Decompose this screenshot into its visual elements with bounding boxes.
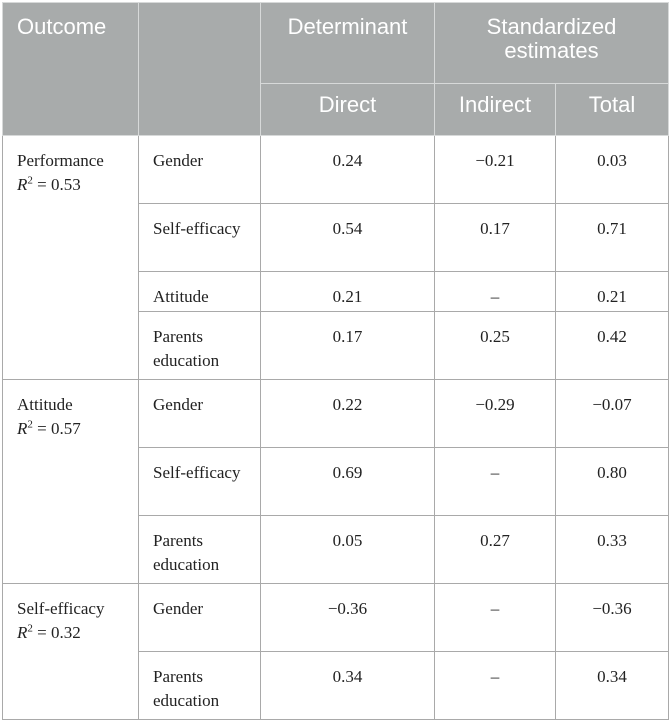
total-cell: 0.33 bbox=[555, 515, 669, 584]
determinant-cell: Gender bbox=[138, 583, 261, 652]
direct-cell: 0.34 bbox=[260, 651, 435, 720]
r2-symbol: R bbox=[17, 175, 28, 194]
table-row: Attitude 0.21 – 0.21 bbox=[3, 271, 669, 312]
table-row: Self-efficacy 0.69 – 0.80 bbox=[3, 447, 669, 516]
direct-cell: −0.36 bbox=[260, 583, 435, 652]
outcome-cell-performance: Performance R2 = 0.53 bbox=[2, 135, 139, 380]
direct-cell: 0.22 bbox=[260, 379, 435, 448]
r2-value: R2 = 0.53 bbox=[17, 173, 130, 197]
outcome-cell-attitude: Attitude R2 = 0.57 bbox=[2, 379, 139, 584]
outcome-label: Performance bbox=[17, 151, 104, 170]
total-cell: 0.03 bbox=[555, 135, 669, 204]
total-cell: −0.07 bbox=[555, 379, 669, 448]
header-blank bbox=[138, 2, 261, 136]
r2-number: = 0.53 bbox=[37, 175, 81, 194]
direct-cell: 0.05 bbox=[260, 515, 435, 584]
direct-cell: 0.21 bbox=[260, 271, 435, 312]
outcome-cell-self-efficacy: Self-efficacy R2 = 0.32 bbox=[2, 583, 139, 720]
total-cell: 0.34 bbox=[555, 651, 669, 720]
indirect-cell: 0.25 bbox=[434, 311, 556, 380]
r2-value: R2 = 0.32 bbox=[17, 621, 130, 645]
outcome-label: Attitude bbox=[17, 395, 73, 414]
indirect-cell: – bbox=[434, 651, 556, 720]
direct-cell: 0.54 bbox=[260, 203, 435, 272]
r2-number: = 0.57 bbox=[37, 419, 81, 438]
determinant-cell: Parents education bbox=[138, 515, 261, 584]
r2-exponent: 2 bbox=[27, 174, 33, 187]
determinant-cell: Parents education bbox=[138, 651, 261, 720]
determinant-cell: Gender bbox=[138, 135, 261, 204]
table-row: Self-efficacy 0.54 0.17 0.71 bbox=[3, 203, 669, 272]
indirect-cell: −0.21 bbox=[434, 135, 556, 204]
r2-exponent: 2 bbox=[27, 418, 33, 431]
direct-cell: 0.17 bbox=[260, 311, 435, 380]
table-row: Self-efficacy R2 = 0.32 Gender −0.36 – −… bbox=[2, 583, 669, 720]
total-cell: 0.80 bbox=[555, 447, 669, 516]
table-row: Parents education 0.17 0.25 0.42 bbox=[3, 311, 669, 380]
r2-symbol: R bbox=[17, 623, 28, 642]
indirect-cell: – bbox=[434, 271, 556, 312]
determinant-cell: Self-efficacy bbox=[138, 203, 261, 272]
table-row: Parents education 0.05 0.27 0.33 bbox=[3, 515, 669, 584]
indirect-cell: 0.27 bbox=[434, 515, 556, 584]
determinant-cell: Gender bbox=[138, 379, 261, 448]
table-header: Outcome Determinant Standardized estimat… bbox=[2, 2, 669, 136]
r2-number: = 0.32 bbox=[37, 623, 81, 642]
determinant-cell: Self-efficacy bbox=[138, 447, 261, 516]
indirect-cell: −0.29 bbox=[434, 379, 556, 448]
direct-cell: 0.69 bbox=[260, 447, 435, 516]
total-cell: 0.21 bbox=[555, 271, 669, 312]
r2-symbol: R bbox=[17, 419, 28, 438]
header-outcome: Outcome bbox=[2, 2, 139, 136]
indirect-cell: 0.17 bbox=[434, 203, 556, 272]
determinant-cell: Attitude bbox=[138, 271, 261, 312]
total-cell: 0.71 bbox=[555, 203, 669, 272]
header-direct: Direct bbox=[260, 83, 435, 136]
total-cell: 0.42 bbox=[555, 311, 669, 380]
header-determinant: Determinant bbox=[260, 2, 435, 84]
header-standardized-estimates: Standardized estimates bbox=[434, 2, 669, 84]
r2-exponent: 2 bbox=[27, 622, 33, 635]
outcome-label: Self-efficacy bbox=[17, 599, 105, 618]
direct-cell: 0.24 bbox=[260, 135, 435, 204]
header-total: Total bbox=[555, 83, 669, 136]
header-indirect: Indirect bbox=[434, 83, 556, 136]
indirect-cell: – bbox=[434, 583, 556, 652]
table-row: Performance R2 = 0.53 Gender 0.24 −0.21 … bbox=[2, 135, 669, 380]
table-body: Performance R2 = 0.53 Gender 0.24 −0.21 … bbox=[2, 135, 669, 720]
r2-value: R2 = 0.57 bbox=[17, 417, 130, 441]
determinant-cell: Parents education bbox=[138, 311, 261, 380]
indirect-cell: – bbox=[434, 447, 556, 516]
table-row: Attitude R2 = 0.57 Gender 0.22 −0.29 −0.… bbox=[2, 379, 669, 584]
total-cell: −0.36 bbox=[555, 583, 669, 652]
